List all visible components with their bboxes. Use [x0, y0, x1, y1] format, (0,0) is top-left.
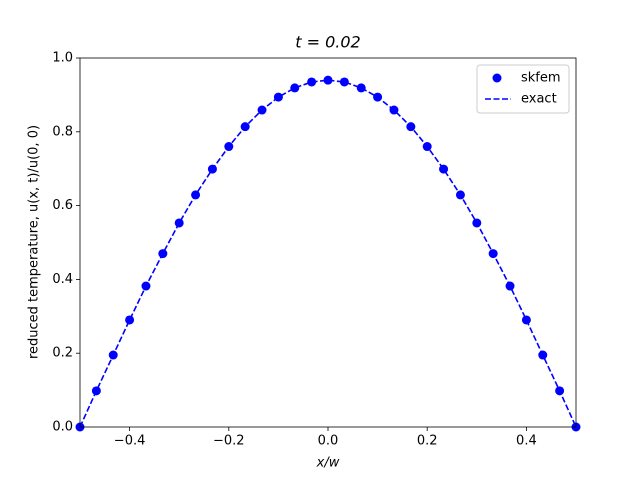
marker [323, 75, 333, 85]
x-tick-label: 0.0 [318, 434, 339, 449]
y-tick-label: 0.4 [52, 272, 73, 287]
chart-title: t = 0.02 [295, 33, 360, 52]
x-tick-label: 0.2 [417, 434, 438, 449]
y-tick-label: 0.8 [52, 124, 73, 139]
x-axis-label: x/w [316, 456, 340, 471]
marker [339, 77, 349, 87]
legend-label: exact [521, 92, 557, 107]
marker [290, 83, 300, 93]
y-tick-label: 0.6 [52, 198, 73, 213]
marker [356, 83, 366, 93]
y-tick-label: 0.2 [52, 346, 73, 361]
axes-frame [79, 57, 577, 428]
x-tick-label: −0.4 [114, 434, 146, 449]
y-tick-label: 0.0 [52, 420, 73, 435]
x-tick-label: −0.2 [213, 434, 245, 449]
legend-label: skfem [521, 71, 561, 86]
legend-marker [492, 73, 502, 83]
y-tick-label: 1.0 [52, 51, 73, 66]
x-tick-label: 0.4 [516, 434, 537, 449]
marker [125, 315, 135, 325]
line [79, 79, 577, 428]
y-axis-label: reduced temperature, u(x, t)/u(0, 0) [27, 125, 42, 359]
